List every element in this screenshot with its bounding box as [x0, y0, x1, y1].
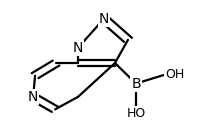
Text: N: N	[28, 90, 38, 104]
Text: OH: OH	[165, 68, 184, 81]
Text: N: N	[99, 12, 109, 26]
Text: B: B	[131, 77, 141, 91]
Text: N: N	[73, 41, 83, 55]
Text: HO: HO	[126, 107, 146, 120]
